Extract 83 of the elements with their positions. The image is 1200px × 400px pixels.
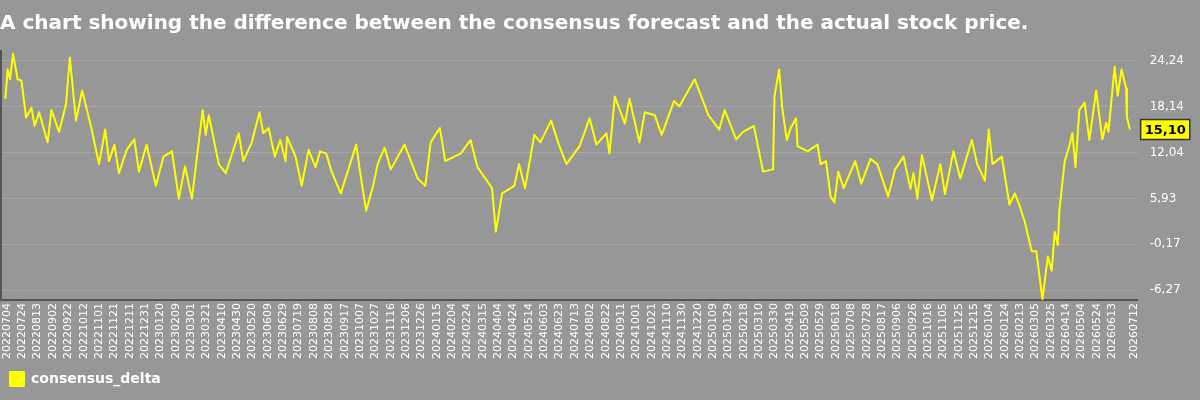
x-tick-label: 20260414	[1059, 303, 1073, 360]
x-tick-label: 20240224	[460, 303, 474, 360]
x-tick-label: 20221211	[122, 303, 136, 360]
x-tick-label: 20260504	[1074, 303, 1088, 360]
x-tick-label: 20250310	[752, 303, 766, 360]
x-tick-label: 20230430	[230, 303, 244, 360]
x-tick-label: 20221101	[91, 303, 105, 360]
x-tick-label: 20250906	[890, 303, 904, 360]
x-tick-label: 20260712	[1127, 303, 1141, 360]
x-tick-label: 20260305	[1028, 303, 1042, 360]
y-tick-label: 18,14	[1149, 98, 1185, 113]
x-tick-label: 20250618	[828, 303, 842, 360]
y-tick-label: 12,04	[1149, 144, 1185, 159]
x-tick-label: 20250817	[874, 303, 888, 360]
x-tick-label: 20250109	[706, 303, 719, 360]
x-tick-label: 20250728	[859, 303, 873, 360]
x-tick-label: 20231027	[368, 303, 382, 360]
x-tick-label: 20230410	[214, 303, 228, 360]
x-tick-label: 20220902	[45, 303, 59, 360]
x-tick-label: 20230301	[184, 303, 197, 360]
x-tick-label: 20240802	[583, 303, 597, 360]
x-tick-label: 20231007	[352, 303, 366, 360]
x-tick-label: 20230629	[276, 303, 290, 360]
y-tick-label: -6,27	[1149, 282, 1181, 297]
x-tick-label: 20260613	[1105, 303, 1119, 360]
x-tick-label: 20230917	[337, 303, 351, 360]
x-tick-label: 20221121	[107, 303, 121, 360]
x-tick-label: 20230609	[260, 303, 274, 360]
x-tick-label: 20240404	[491, 303, 505, 360]
x-tick-label: 20240911	[613, 303, 627, 360]
y-tick-label: 5,93	[1149, 190, 1177, 205]
x-tick-label: 20230719	[291, 303, 305, 360]
x-tick-label: 20240204	[445, 303, 458, 360]
x-tick-label: 20221012	[76, 303, 90, 360]
x-tick-label: 20231226	[414, 303, 428, 360]
x-tick-label: 20220813	[30, 303, 44, 360]
x-tick-label: 20250218	[736, 303, 750, 360]
x-tick-label: 20251215	[967, 303, 980, 360]
x-tick-label: 20241021	[644, 303, 658, 360]
x-tick-label: 20230209	[168, 303, 182, 360]
x-tick-label: 20250708	[844, 303, 858, 360]
x-tick-label: 20241220	[690, 303, 704, 360]
x-tick-label: 20251125	[951, 303, 965, 360]
x-tick-label: 20250926	[905, 303, 919, 360]
x-tick-label: 20240115	[429, 303, 443, 360]
x-tick-label: 20251105	[936, 303, 950, 360]
x-tick-label: 20260325	[1043, 303, 1057, 360]
x-tick-label: 20240603	[537, 303, 551, 360]
x-tick-label: 20260213	[1013, 303, 1027, 360]
x-tick-label: 20240822	[598, 303, 612, 360]
x-tick-label: 20250529	[813, 303, 827, 360]
x-tick-label: 20230808	[306, 303, 320, 360]
x-tick-label: 20231116	[383, 303, 397, 360]
x-tick-label: 20221231	[137, 303, 151, 360]
y-tick-label: 24,24	[1149, 53, 1185, 68]
x-tick-label: 20260104	[982, 303, 996, 360]
x-tick-label: 20241001	[629, 303, 643, 360]
x-tick-label: 20230120	[153, 303, 167, 360]
x-tick-label: 20240713	[567, 303, 581, 360]
x-tick-label: 20241130	[675, 303, 689, 360]
x-tick-label: 20220922	[61, 303, 75, 360]
chart-title: A chart showing the difference between the consensus forecast and the actual stock price.	[0, 10, 1029, 35]
x-tick-label: 20240315	[475, 303, 489, 360]
x-tick-label: 20231206	[398, 303, 412, 360]
x-tick-label: 20240424	[506, 303, 520, 360]
x-tick-label: 20250509	[798, 303, 812, 360]
x-tick-label: 20220724	[15, 303, 29, 360]
annotation: 15,10	[1144, 121, 1186, 137]
x-tick-label: 20240623	[552, 303, 566, 360]
x-tick-label: 20260524	[1089, 303, 1103, 360]
x-tick-label: 20251016	[920, 303, 934, 360]
x-tick-label: 20220704	[0, 303, 13, 360]
x-tick-label: 20250330	[767, 303, 781, 360]
y-tick-label: -0,17	[1149, 236, 1181, 251]
x-tick-label: 20241110	[659, 303, 673, 360]
legend-label: consensus_delta	[31, 369, 161, 387]
x-tick-label: 20230828	[322, 303, 336, 360]
x-tick-label: 20240514	[521, 303, 535, 360]
x-tick-label: 20250419	[782, 303, 796, 360]
x-tick-label: 20260124	[997, 303, 1011, 360]
x-tick-label: 20250129	[721, 303, 735, 360]
x-tick-label: 20230321	[199, 303, 213, 360]
x-tick-label: 20230520	[245, 303, 259, 360]
